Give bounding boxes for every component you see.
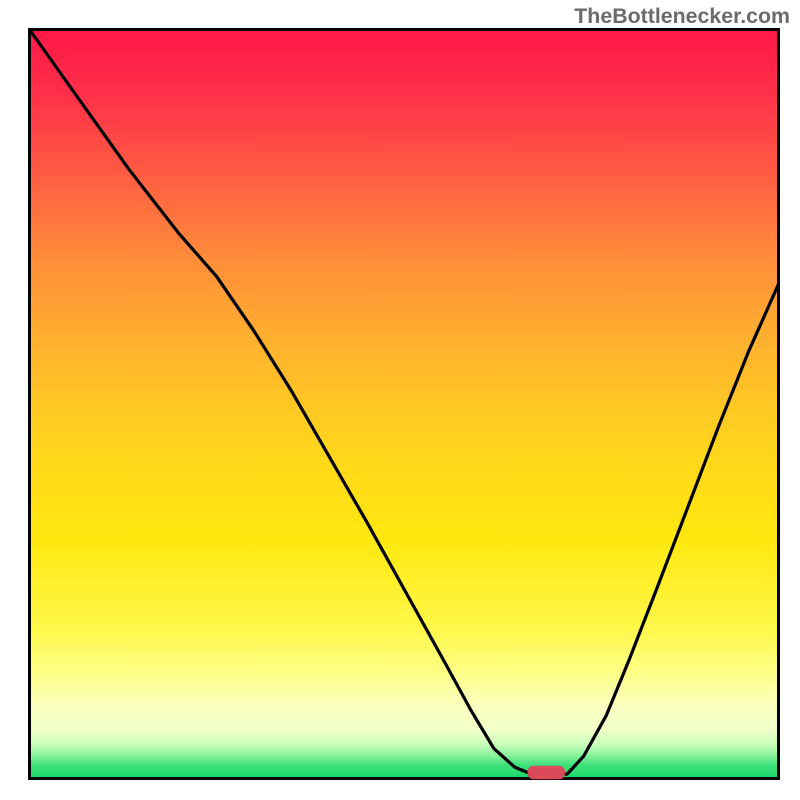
optimum-marker [528,766,565,779]
chart-container: TheBottlenecker.com [0,0,800,800]
watermark-text: TheBottlenecker.com [574,4,790,29]
plot-area [28,28,780,780]
gradient-background [30,30,779,779]
chart-svg [28,28,780,780]
